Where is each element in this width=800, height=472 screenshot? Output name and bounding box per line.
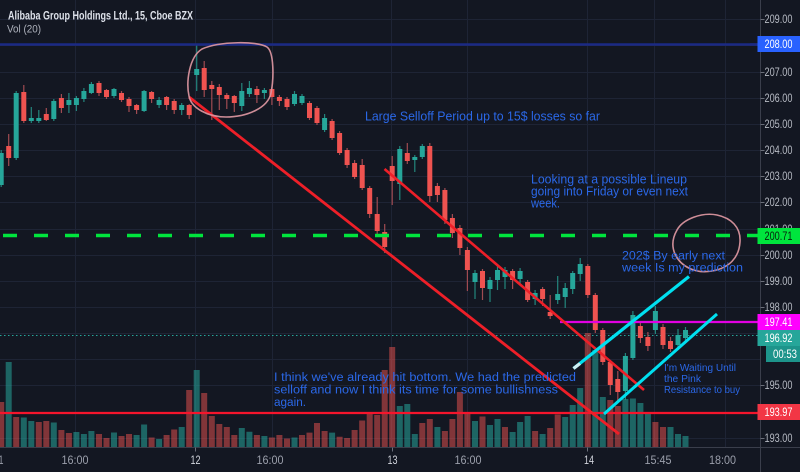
svg-text:195.00: 195.00 bbox=[765, 380, 793, 392]
svg-text:207.00: 207.00 bbox=[765, 67, 793, 79]
svg-text:00:53: 00:53 bbox=[773, 349, 797, 361]
svg-text:13: 13 bbox=[388, 455, 398, 467]
svg-text:193.00: 193.00 bbox=[765, 433, 793, 445]
svg-text:selloff and now I think its ti: selloff and now I think its time for som… bbox=[274, 385, 558, 397]
svg-text:16:00: 16:00 bbox=[455, 455, 482, 467]
svg-text:Looking at a possible Lineup: Looking at a possible Lineup bbox=[531, 173, 687, 187]
svg-text:209.00: 209.00 bbox=[765, 14, 793, 26]
svg-text:208.00: 208.00 bbox=[765, 39, 793, 51]
svg-text:199.00: 199.00 bbox=[765, 276, 793, 288]
svg-text:16:00: 16:00 bbox=[62, 455, 89, 467]
svg-text:12: 12 bbox=[191, 455, 201, 467]
svg-text:week Is my prediction: week Is my prediction bbox=[621, 263, 743, 275]
svg-text:again.: again. bbox=[274, 397, 306, 409]
svg-text:204.00: 204.00 bbox=[765, 145, 793, 157]
svg-text:205.00: 205.00 bbox=[765, 119, 793, 131]
svg-text:193.97: 193.97 bbox=[765, 407, 793, 419]
svg-text:18:00: 18:00 bbox=[709, 455, 736, 467]
svg-text:15:45: 15:45 bbox=[645, 455, 672, 467]
svg-text:198.00: 198.00 bbox=[765, 302, 793, 314]
svg-text:200.71: 200.71 bbox=[765, 231, 793, 243]
svg-text:202.00: 202.00 bbox=[765, 197, 793, 209]
svg-text:197.41: 197.41 bbox=[765, 317, 793, 329]
svg-text:week.: week. bbox=[530, 197, 560, 211]
svg-text:I'm Waiting Until: I'm Waiting Until bbox=[664, 363, 736, 374]
svg-text:going into Friday or even next: going into Friday or even next bbox=[531, 185, 688, 199]
svg-text:202$ By early next: 202$ By early next bbox=[622, 251, 726, 263]
svg-text:206.00: 206.00 bbox=[765, 93, 793, 105]
svg-text:203.00: 203.00 bbox=[765, 171, 793, 183]
svg-text:1: 1 bbox=[0, 455, 4, 467]
svg-text:200.00: 200.00 bbox=[765, 250, 793, 262]
svg-text:16:00: 16:00 bbox=[257, 455, 284, 467]
svg-text:Large Selloff Period up to 15$: Large Selloff Period up to 15$ losses so… bbox=[365, 110, 600, 124]
svg-text:the Pink: the Pink bbox=[664, 374, 702, 385]
svg-text:Resistance to buy: Resistance to buy bbox=[664, 385, 740, 396]
svg-text:196.92: 196.92 bbox=[765, 333, 793, 345]
svg-text:Alibaba Group Holdings Ltd., 1: Alibaba Group Holdings Ltd., 15, Cboe BZ… bbox=[8, 11, 193, 23]
svg-text:Vol (20): Vol (20) bbox=[7, 24, 41, 36]
svg-text:14: 14 bbox=[584, 455, 594, 467]
svg-text:I think we've already hit bott: I think we've already hit bottom. We had… bbox=[274, 372, 576, 384]
